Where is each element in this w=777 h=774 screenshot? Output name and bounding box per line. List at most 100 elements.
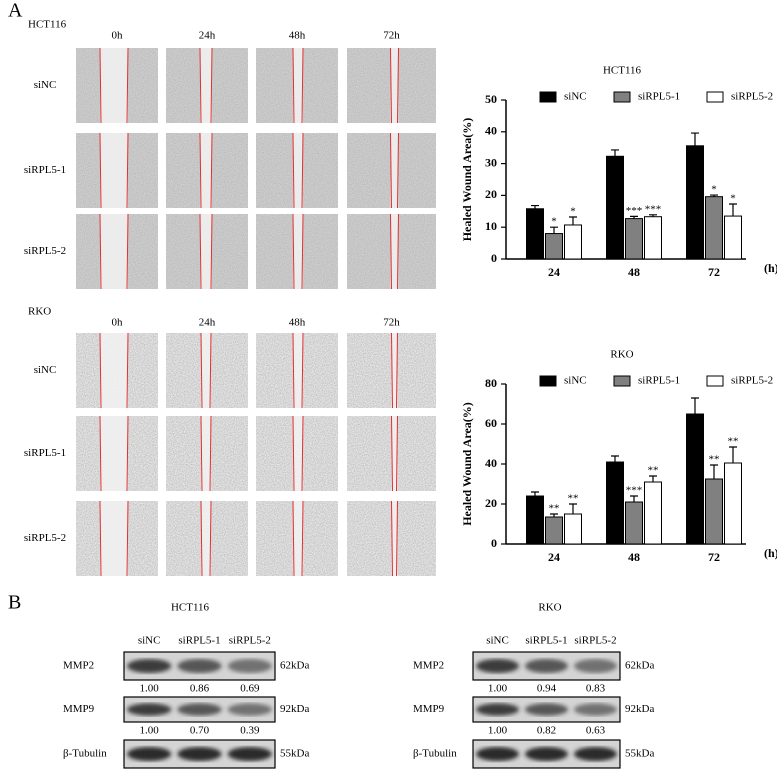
- wound-edge: [200, 332, 203, 409]
- bar: [545, 233, 563, 260]
- significance-label: **: [728, 436, 739, 448]
- group-label: siNC: [34, 79, 57, 91]
- blot-band: [127, 747, 172, 761]
- bar: [606, 461, 624, 545]
- wound-edge: [301, 415, 304, 492]
- bar: [526, 208, 544, 260]
- group-label: siNC: [34, 364, 57, 376]
- ratio-label: 1.00: [140, 683, 160, 695]
- error-bar: [630, 495, 638, 502]
- y-tick-label: 40: [485, 124, 497, 138]
- wound-edge: [99, 415, 102, 492]
- bar: [705, 196, 723, 260]
- wound-edge: [396, 332, 398, 409]
- wound-gap: [100, 501, 128, 576]
- bar: [686, 145, 704, 260]
- wound-gap: [293, 416, 303, 491]
- wound-gap: [200, 214, 212, 289]
- blot-band: [177, 659, 222, 673]
- legend-swatch: [539, 375, 557, 387]
- error-bar: [611, 455, 619, 462]
- panel-label: B: [8, 592, 21, 614]
- wound-edge: [391, 332, 393, 409]
- wound-gap: [391, 333, 398, 408]
- wound-edge: [126, 213, 129, 290]
- error-bar: [729, 203, 737, 217]
- error-bar: [710, 194, 718, 197]
- lane-label: siRPL5-1: [178, 635, 220, 647]
- legend-label: siRPL5-1: [638, 375, 680, 387]
- wound-edge: [301, 500, 304, 577]
- blot-title: HCT116: [171, 602, 210, 614]
- wound-edge: [126, 500, 129, 577]
- wound-gap: [100, 416, 128, 491]
- wound-gap: [201, 333, 211, 408]
- protein-label: β-Tubulin: [63, 748, 107, 760]
- legend-swatch: [539, 91, 557, 103]
- bar: [644, 216, 662, 260]
- blot-band: [525, 659, 568, 673]
- wound-gap: [390, 48, 399, 123]
- error-bar: [550, 513, 558, 517]
- time-label: 72h: [383, 30, 400, 42]
- wound-gap: [100, 133, 128, 208]
- wound-edge: [210, 213, 213, 290]
- y-axis-label: Healed Wound Area(%): [460, 118, 474, 242]
- wound-gap: [201, 416, 211, 491]
- wound-edge: [396, 500, 398, 577]
- wound-edge: [292, 132, 295, 209]
- y-tick-label: 0: [491, 251, 497, 265]
- x-tick-label: 48: [628, 265, 640, 279]
- time-label: 24h: [199, 317, 216, 329]
- significance-label: **: [648, 465, 659, 477]
- bar: [545, 516, 563, 545]
- ratio-label: 0.86: [190, 683, 210, 695]
- wound-gap: [293, 333, 303, 408]
- size-label: 55kDa: [625, 748, 654, 760]
- wound-edge: [199, 47, 202, 124]
- x-tick-label: 72: [708, 265, 720, 279]
- blot-band: [177, 703, 222, 716]
- blot-band: [227, 703, 272, 716]
- blot-band: [525, 747, 568, 761]
- wound-edge: [391, 500, 393, 577]
- bar: [644, 481, 662, 545]
- ratio-label: 1.00: [488, 683, 508, 695]
- protein-label: MMP9: [63, 703, 95, 715]
- wound-edge: [301, 332, 304, 409]
- legend-swatch: [706, 91, 724, 103]
- wound-edge: [209, 500, 212, 577]
- blot-band: [127, 703, 172, 716]
- wound-edge: [200, 500, 203, 577]
- error-bar: [531, 491, 539, 496]
- wound-gap: [100, 333, 128, 408]
- wound-gap: [100, 214, 128, 289]
- significance-label: **: [549, 503, 560, 515]
- y-tick-label: 30: [485, 155, 497, 169]
- wound-edge: [397, 132, 399, 209]
- wound-gap: [293, 501, 303, 576]
- wound-edge: [397, 47, 399, 124]
- x-tick-label: 48: [628, 550, 640, 564]
- wound-edge: [292, 332, 295, 409]
- blot-band: [177, 747, 222, 761]
- ratio-label: 0.82: [537, 725, 556, 737]
- wound-edge: [390, 47, 392, 124]
- y-tick-label: 80: [485, 376, 497, 390]
- wound-edge: [301, 47, 304, 124]
- y-tick-label: 0: [491, 536, 497, 550]
- wound-edge: [209, 332, 212, 409]
- blot-band: [574, 747, 617, 761]
- ratio-label: 0.69: [240, 683, 260, 695]
- x-unit: (h): [764, 261, 777, 275]
- group-label: siRPL5-1: [24, 447, 66, 459]
- wound-edge: [209, 415, 212, 492]
- legend-label: siRPL5-2: [731, 375, 773, 387]
- lane-label: siNC: [138, 635, 161, 647]
- x-tick-label: 72: [708, 550, 720, 564]
- lane-label: siRPL5-2: [229, 635, 271, 647]
- error-bar: [691, 397, 699, 414]
- x-tick-label: 24: [548, 265, 560, 279]
- ratio-label: 0.94: [537, 683, 557, 695]
